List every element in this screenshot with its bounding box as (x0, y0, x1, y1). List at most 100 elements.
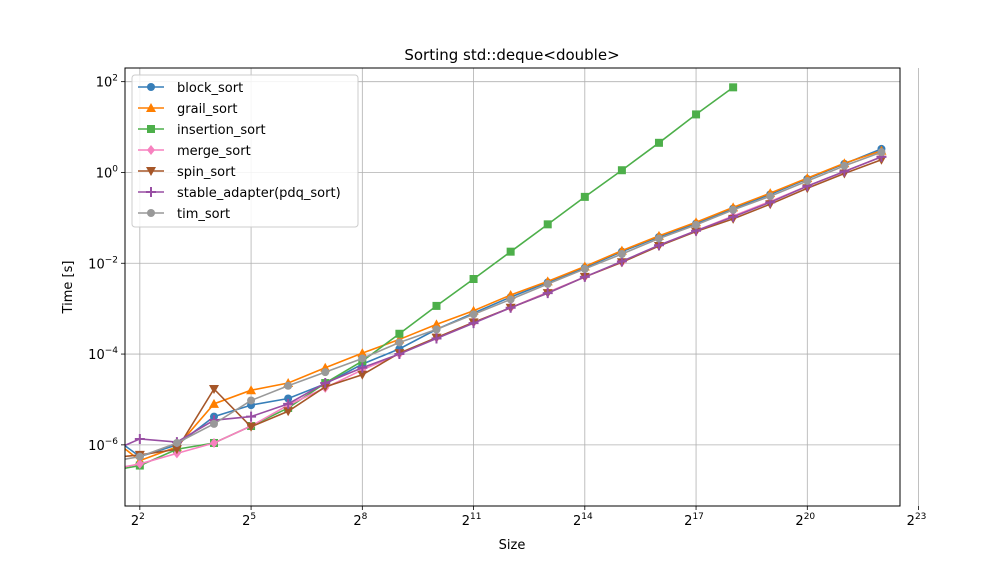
data-point (431, 333, 442, 344)
y-tick-exponent: −4 (105, 346, 119, 356)
x-tick-base: 2 (462, 514, 470, 529)
data-point (358, 354, 367, 363)
x-tick-base: 2 (907, 514, 915, 529)
legend-marker (147, 145, 155, 155)
data-point (468, 318, 479, 329)
x-tick-exponent: 11 (470, 512, 481, 522)
legend-label: grail_sort (177, 102, 237, 117)
data-point (321, 368, 330, 377)
data-point (579, 271, 590, 282)
data-point (580, 264, 589, 273)
y-axis-label: Time [s] (61, 261, 76, 315)
data-point (208, 384, 219, 394)
data-point (877, 148, 886, 157)
y-tick-label: 10−4 (88, 346, 118, 363)
data-point (431, 319, 442, 329)
legend-label: tim_sort (177, 207, 230, 222)
legend-entry: merge_sort (138, 144, 251, 159)
data-point (543, 220, 552, 229)
data-point (543, 279, 552, 288)
data-point (654, 234, 663, 243)
legend-entry: tim_sort (138, 207, 230, 222)
data-point (283, 407, 294, 417)
y-tick-exponent: −2 (105, 255, 118, 265)
y-tick-exponent: 2 (112, 74, 118, 84)
data-point (469, 310, 478, 319)
x-tick-label: 223 (907, 512, 927, 529)
legend-marker (147, 209, 155, 217)
data-point (395, 329, 404, 338)
x-tick-label: 28 (353, 512, 367, 529)
data-point (246, 411, 257, 422)
legend-label: stable_adapter(pdq_sort) (177, 186, 341, 201)
chart-title: Sorting std::deque<double> (404, 46, 619, 64)
x-tick-base: 2 (573, 514, 581, 529)
data-point (247, 396, 256, 405)
data-point (284, 394, 293, 403)
series-layer (125, 83, 887, 470)
x-tick-label: 22 (131, 512, 145, 529)
data-point (432, 301, 441, 310)
legend-label: block_sort (177, 81, 243, 96)
x-tick-base: 2 (684, 514, 692, 529)
legend-marker (147, 83, 155, 91)
legend-marker (147, 125, 155, 133)
legend-label: merge_sort (177, 144, 251, 159)
x-tick-exponent: 2 (139, 512, 145, 522)
data-point (394, 349, 405, 360)
y-tick-label: 100 (96, 164, 119, 181)
data-point (320, 378, 331, 389)
x-tick-label: 211 (462, 512, 482, 529)
data-point (766, 192, 775, 201)
data-point (469, 275, 478, 284)
data-point (357, 370, 368, 380)
x-tick-label: 220 (795, 512, 815, 529)
data-point (580, 192, 589, 201)
data-point (209, 437, 218, 448)
y-tick-base: 10 (88, 348, 105, 363)
data-point (506, 295, 515, 304)
data-point (246, 385, 257, 395)
legend-entry: insertion_sort (138, 123, 266, 138)
x-tick-exponent: 5 (250, 512, 256, 522)
data-point (172, 438, 181, 447)
data-point (246, 422, 257, 432)
x-tick-base: 2 (242, 514, 250, 529)
data-point (283, 398, 294, 409)
x-tick-base: 2 (131, 514, 139, 529)
legend-label: insertion_sort (177, 123, 266, 138)
y-tick-base: 10 (88, 439, 105, 454)
y-tick-label: 102 (96, 74, 118, 91)
series-line (125, 150, 882, 462)
data-point (432, 325, 441, 334)
plot-frame (124, 67, 901, 507)
legend-entry: stable_adapter(pdq_sort) (138, 186, 341, 201)
data-point (617, 166, 626, 175)
legend-marker (146, 187, 156, 197)
y-tick-label: 10−2 (88, 255, 118, 272)
x-tick-exponent: 8 (362, 512, 368, 522)
data-point (729, 83, 738, 92)
data-point (209, 419, 218, 428)
data-point (729, 205, 738, 214)
x-tick-exponent: 23 (915, 512, 926, 522)
x-tick-label: 214 (573, 512, 593, 529)
legend: block_sort grail_sort insertion_sort merge_… (131, 74, 359, 228)
y-tick-base: 10 (88, 257, 105, 272)
data-point (616, 256, 627, 267)
y-tick-exponent: 0 (112, 164, 118, 174)
y-tick-base: 10 (96, 76, 113, 91)
x-axis-label: Size (499, 538, 526, 553)
data-point (135, 458, 144, 469)
data-point (208, 398, 219, 408)
data-point (840, 161, 849, 170)
data-point (284, 381, 293, 390)
data-point (506, 247, 515, 256)
data-point (135, 452, 144, 461)
series-line (125, 156, 882, 447)
data-point (654, 138, 663, 147)
legend-entry: block_sort (138, 81, 243, 96)
data-point (617, 249, 626, 258)
legend-label: spin_sort (177, 165, 236, 180)
data-point (171, 445, 182, 455)
